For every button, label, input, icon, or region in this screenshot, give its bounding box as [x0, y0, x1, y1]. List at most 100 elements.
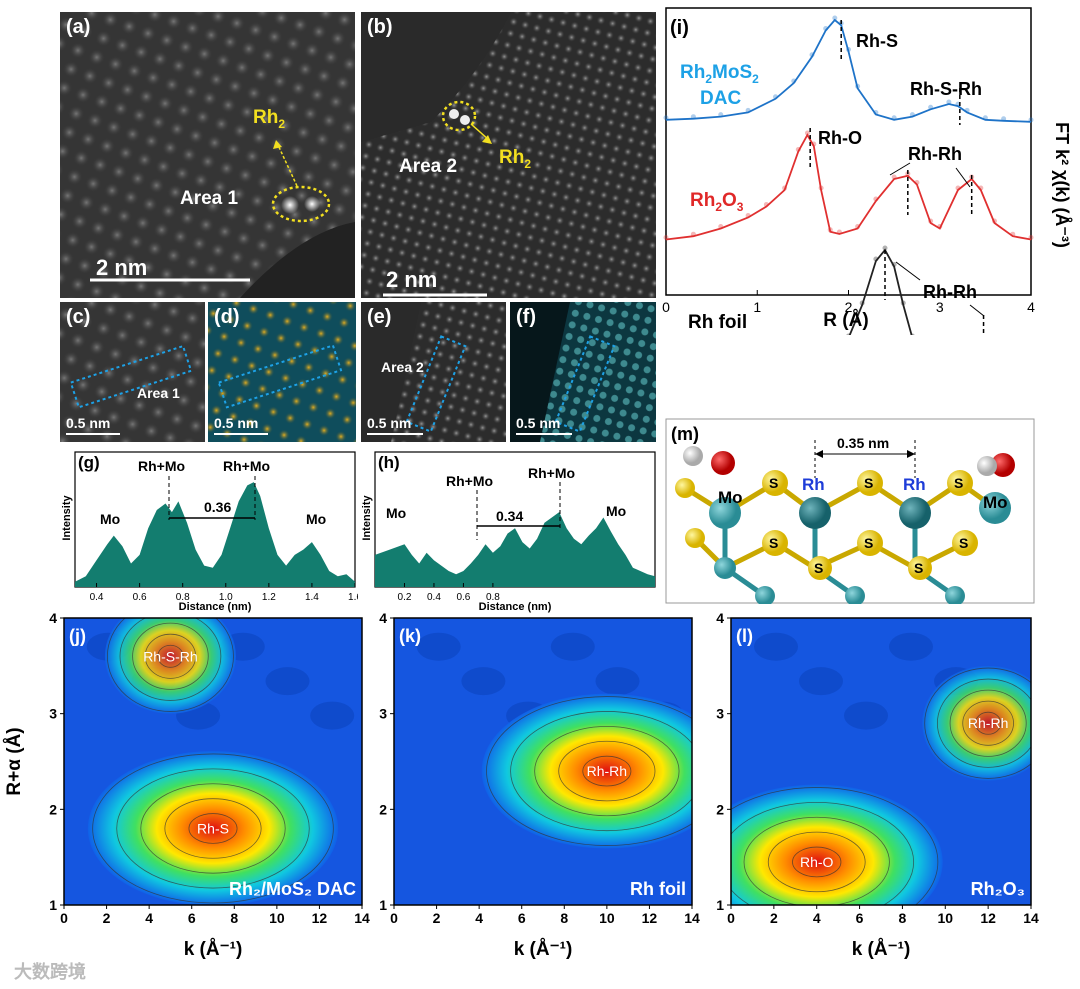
- tick-label-g-0: 0.4: [90, 592, 104, 603]
- tick-label-k-y1: 2: [379, 801, 387, 817]
- panel-label-f: (f): [516, 306, 536, 328]
- tick-label-l-y3: 4: [716, 610, 724, 626]
- peak-label-j-0: Rh-S: [197, 820, 229, 836]
- exafs-point-1-14: [891, 174, 897, 180]
- h-annot-mo-right: Mo: [606, 503, 626, 519]
- tick-label-j-x3: 6: [188, 910, 196, 926]
- exafs-point-1-4: [763, 202, 769, 207]
- annot-rh-s-rh: Rh-S-Rh: [910, 79, 982, 99]
- series-label-foil: Rh foil: [688, 312, 747, 333]
- exafs-point-0-5: [791, 78, 797, 84]
- g-annot-right: Rh+Mo: [223, 458, 270, 474]
- exafs-point-1-13: [873, 196, 879, 202]
- heatmap-caption-k: Rh foil: [630, 879, 686, 899]
- atom-s-2: S: [864, 475, 873, 491]
- exafs-point-1-5: [782, 185, 788, 191]
- series-label-dac: Rh2MoS2: [680, 62, 759, 86]
- tick-label-j-y2: 3: [49, 706, 57, 722]
- exafs-point-0-7: [823, 26, 829, 31]
- chart-h-xlabel: Distance (nm): [479, 601, 552, 613]
- exafs-line-2: [848, 248, 913, 335]
- scale-label-a: 2 nm: [96, 255, 148, 280]
- tick-label-g-2: 0.8: [176, 592, 190, 603]
- chart-j-ylabel: R+α (Å): [4, 727, 25, 795]
- exafs-point-2-13: [900, 300, 906, 306]
- tick-label-i-3: 3: [936, 299, 944, 315]
- annot-rh-s: Rh-S: [856, 31, 898, 51]
- exafs-point-1-9: [818, 185, 824, 191]
- panel-label-l: (l): [736, 626, 753, 646]
- chart-g-profile: 0.40.60.81.01.21.41.6 (g) Distance (nm) …: [61, 451, 358, 613]
- panel-label-h: (h): [378, 453, 400, 472]
- atom-s-4: S: [769, 535, 778, 551]
- exafs-point-0-14: [909, 112, 915, 118]
- atom-s-3: S: [954, 475, 963, 491]
- series-label-oxide: Rh2O3: [690, 190, 744, 214]
- tick-label-j-x7: 14: [354, 910, 370, 926]
- exafs-point-0-3: [745, 107, 751, 113]
- peak-label-l-0: Rh-O: [800, 854, 834, 870]
- exafs-point-1-16: [914, 180, 920, 185]
- exafs-point-0-18: [964, 107, 970, 113]
- panel-label-a: (a): [66, 16, 91, 38]
- tick-label-k-x6: 12: [642, 910, 658, 926]
- exafs-point-1-3: [745, 213, 751, 218]
- exafs-point-1-19: [955, 185, 961, 191]
- tick-label-k-y2: 3: [379, 706, 387, 722]
- tick-label-k-x3: 6: [518, 910, 526, 926]
- exafs-point-0-8: [832, 15, 838, 21]
- heatmap-peak-l-0: [731, 784, 943, 905]
- panel-label-m: (m): [671, 424, 699, 444]
- atom-mo-left: Mo: [718, 488, 743, 507]
- tick-label-j-x5: 10: [269, 910, 285, 926]
- tick-label-g-5: 1.4: [305, 592, 319, 603]
- exafs-point-1-11: [836, 229, 842, 235]
- tick-label-g-4: 1.2: [262, 592, 276, 603]
- exafs-point-0-12: [873, 110, 879, 115]
- tick-label-j-x0: 0: [60, 910, 68, 926]
- exafs-point-0-6: [809, 52, 815, 58]
- area-label-a: Area 1: [180, 188, 239, 209]
- exafs-point-0-13: [891, 115, 897, 121]
- exafs-point-1-21: [978, 185, 984, 191]
- atom-s-5: S: [864, 535, 873, 551]
- h-annot-spacing: 0.34: [496, 508, 523, 524]
- atom-rh-left: Rh: [802, 475, 825, 494]
- scale-label-f: 0.5 nm: [516, 415, 561, 431]
- exafs-point-2-9: [859, 300, 865, 306]
- tick-label-g-6: 1.6: [348, 592, 358, 603]
- tick-label-k-x0: 0: [390, 910, 398, 926]
- exafs-point-1-0: [663, 235, 669, 240]
- profile-area-h: [375, 512, 655, 587]
- tick-label-i-1: 1: [753, 299, 761, 315]
- profile-area-g: [75, 482, 355, 587]
- exafs-point-0-15: [928, 104, 934, 110]
- exafs-point-2-10: [873, 256, 879, 262]
- chart-j-xlabel: k (Å⁻¹): [184, 939, 243, 960]
- panel-label-k: (k): [399, 626, 421, 646]
- atom-s-1: S: [769, 475, 778, 491]
- rh2-label-a: Rh2: [253, 107, 286, 131]
- tick-label-l-x3: 6: [856, 910, 864, 926]
- tick-label-l-y2: 3: [716, 706, 724, 722]
- lattice-texture-b: [361, 12, 656, 298]
- rh-rh-distance: 0.35 nm: [837, 435, 889, 451]
- chart-k-xlabel: k (Å⁻¹): [514, 939, 573, 960]
- g-annot-spacing: 0.36: [204, 499, 231, 515]
- g-annot-mo-left: Mo: [100, 511, 120, 527]
- exafs-point-0-1: [690, 114, 696, 120]
- exafs-point-2-12: [891, 262, 897, 267]
- exafs-point-0-11: [855, 83, 861, 89]
- panel-label-b: (b): [367, 16, 393, 38]
- exafs-point-0-19: [982, 115, 988, 121]
- panel-label-j: (j): [69, 626, 86, 646]
- tick-label-h-3: 0.8: [486, 592, 500, 603]
- exafs-point-2-8: [846, 333, 851, 335]
- area-label-b: Area 2: [399, 156, 458, 177]
- heatmap-caption-l: Rh₂O₃: [971, 879, 1025, 899]
- lattice-texture-a: [60, 12, 355, 298]
- chart-h-profile: 0.2 0.4 0.6 0.8 (h) Distance (nm) Intensity…: [361, 451, 656, 613]
- tick-label-h-0: 0.2: [398, 592, 412, 603]
- tick-label-j-x4: 8: [230, 910, 238, 926]
